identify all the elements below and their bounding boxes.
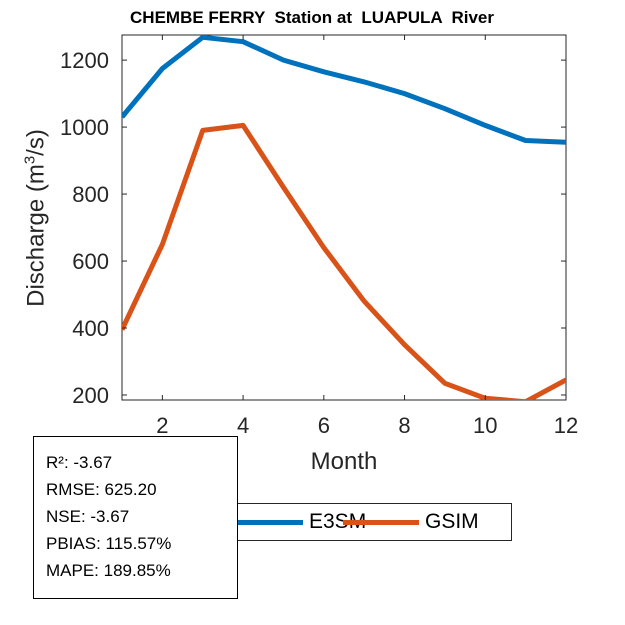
y-axis-label-tail: /s) xyxy=(22,129,50,156)
y-tick-label: 200 xyxy=(72,383,109,408)
plot-area xyxy=(121,34,567,401)
stat-r2: R²: -3.67 xyxy=(46,453,113,472)
legend-label-gsim: GSIM xyxy=(425,510,479,533)
legend-swatch-e3sm xyxy=(227,519,303,525)
x-tick-label: 4 xyxy=(237,413,249,438)
legend-item-gsim: GSIM xyxy=(343,504,479,540)
series-line-e3sm xyxy=(122,35,566,145)
stat-pbias: PBIAS: 115.57% xyxy=(46,534,172,553)
legend: E3SM GSIM xyxy=(212,503,512,541)
y-axis-label: Discharge (m3/s) xyxy=(22,129,51,307)
y-axis-label-sup: 3 xyxy=(21,155,39,165)
y-tick-label: 800 xyxy=(72,182,109,207)
stat-nse: NSE: -3.67 xyxy=(46,507,130,526)
axes-box xyxy=(121,34,567,401)
y-tick-label: 1000 xyxy=(60,115,109,140)
tick-layer: 2 4 6 8 10 12 200 400 600 800 1000 1200 xyxy=(60,35,578,438)
stat-rmse: RMSE: 625.20 xyxy=(46,480,157,499)
y-tick-label: 400 xyxy=(72,316,109,341)
x-axis-label: Month xyxy=(310,448,378,475)
chart-title: CHEMBE FERRY Station at LUAPULA River xyxy=(130,8,494,27)
x-tick-label: 2 xyxy=(156,413,168,438)
stats-box: R²: -3.67 RMSE: 625.20 NSE: -3.67 PBIAS:… xyxy=(33,436,238,599)
y-tick-label: 1200 xyxy=(60,48,109,73)
x-tick-label: 6 xyxy=(318,413,330,438)
x-tick-label: 8 xyxy=(398,413,410,438)
stat-mape: MAPE: 189.85% xyxy=(46,561,171,580)
series-line-gsim xyxy=(122,122,566,400)
x-tick-label: 10 xyxy=(473,413,497,438)
y-tick-label: 600 xyxy=(72,249,109,274)
legend-swatch-gsim xyxy=(343,519,419,525)
legend-label-e3sm: E3SM xyxy=(309,510,367,533)
x-tick-label: 12 xyxy=(554,413,578,438)
legend-item-e3sm: E3SM xyxy=(227,504,366,540)
y-axis-label-main: Discharge (m xyxy=(22,164,50,307)
series-layer xyxy=(122,35,566,400)
